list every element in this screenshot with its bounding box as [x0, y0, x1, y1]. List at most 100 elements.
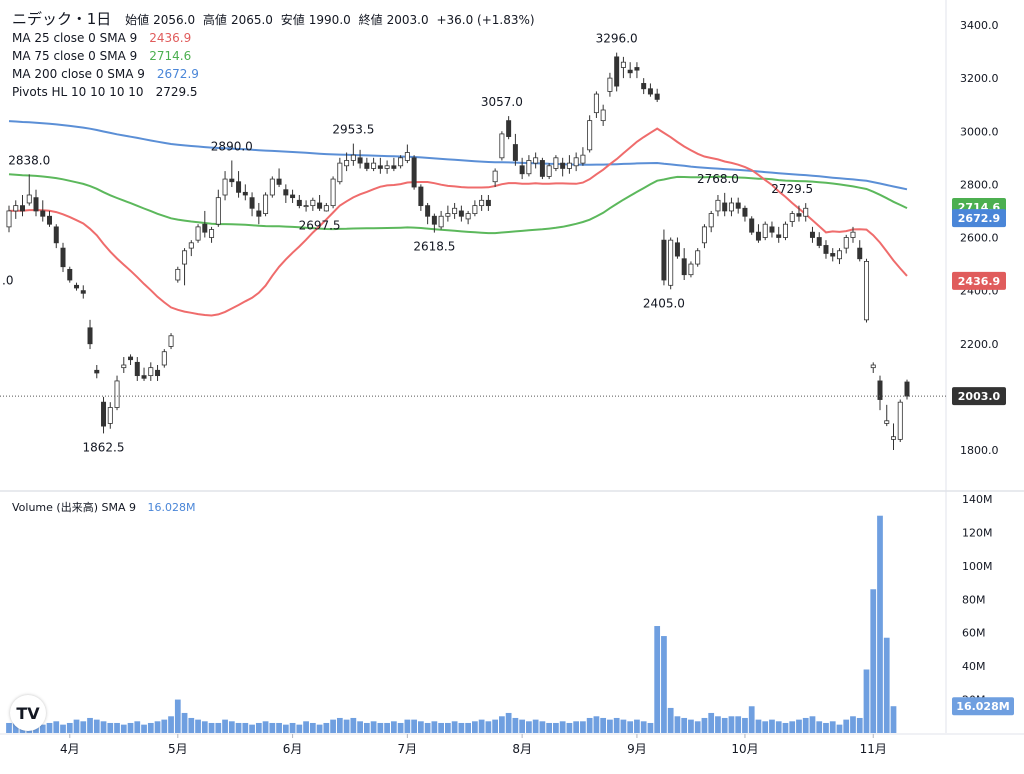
candle	[296, 195, 302, 209]
volume-bar	[674, 716, 681, 733]
volume-bar	[505, 712, 512, 733]
candle	[168, 333, 174, 350]
volume-bar	[856, 717, 863, 733]
volume-bar	[566, 722, 573, 733]
volume-bar	[12, 721, 19, 733]
symbol-title[interactable]: ニデック・1日	[12, 10, 112, 28]
volume-bar	[661, 636, 667, 733]
candle	[492, 168, 498, 188]
candle-body	[749, 218, 755, 233]
volume-bar	[802, 717, 809, 733]
indicator-pivots[interactable]: Pivots HL 10 10 10 10 2729.5	[12, 83, 539, 101]
pivot-labels: 2838.0 .0 1862.5 2890.0 2697.5 2953.5 2618.5 30…	[2, 32, 813, 455]
candle	[641, 78, 647, 95]
candle-body	[458, 210, 464, 217]
volume-bar	[309, 722, 316, 733]
candle-body	[310, 199, 316, 207]
candle-body	[641, 83, 647, 90]
candle-body	[762, 223, 768, 238]
indicator-ma75[interactable]: MA 75 close 0 SMA 9 2714.6	[12, 47, 539, 65]
candle	[283, 184, 289, 203]
candle	[809, 226, 815, 243]
candle	[155, 365, 161, 381]
candle-body	[161, 351, 167, 366]
candle	[526, 155, 532, 177]
volume-bar	[303, 721, 309, 733]
candle-body	[74, 284, 80, 289]
volume-bar	[620, 719, 627, 733]
candle-body	[269, 178, 275, 196]
volume-bar	[877, 515, 883, 733]
candle	[782, 221, 788, 241]
candle-body	[803, 207, 809, 217]
volume-bar	[613, 717, 620, 733]
candle	[857, 240, 863, 262]
indicator-ma25[interactable]: MA 25 close 0 SMA 9 2436.9	[12, 29, 539, 47]
candle	[674, 237, 680, 259]
volume-bar	[53, 721, 60, 733]
volume-axis-badge: 16.028M	[952, 697, 1014, 716]
volume-legend[interactable]: Volume (出来高) SMA 9 16.028M	[12, 499, 195, 515]
candle	[445, 205, 451, 222]
price-badge-bg	[952, 209, 1006, 228]
candle	[128, 354, 134, 365]
candle	[330, 176, 336, 209]
volume-bar	[789, 721, 796, 733]
candle	[357, 149, 363, 169]
price-badge-text: 2003.0	[958, 390, 1001, 403]
candle	[701, 224, 707, 249]
candle	[755, 224, 761, 243]
volume-bar	[411, 719, 417, 733]
volume-value: 16.028M	[147, 501, 196, 514]
candle-body	[843, 237, 849, 249]
candle	[735, 197, 741, 214]
candle	[398, 155, 404, 169]
volume-bar	[782, 722, 789, 733]
volume-badge-bg	[952, 697, 1014, 716]
volume-bar	[816, 721, 823, 733]
candle	[533, 152, 539, 169]
candle-body	[47, 215, 53, 225]
candle-body	[769, 226, 775, 233]
candle	[350, 143, 356, 166]
candle	[310, 197, 316, 211]
candle-body	[796, 213, 802, 217]
candle	[242, 184, 248, 201]
volume-bar	[208, 722, 215, 733]
candle	[215, 189, 221, 227]
month-label: 4月	[60, 742, 80, 756]
candle	[546, 163, 552, 180]
pivot-label: 2890.0	[211, 139, 253, 153]
candle	[202, 210, 208, 238]
volume-bar	[796, 719, 802, 733]
candle	[195, 224, 201, 243]
indicator-label: Pivots HL 10 10 10 10	[12, 85, 144, 99]
candle	[141, 367, 147, 381]
price-tick-label: 3000.0	[960, 125, 999, 138]
candle	[816, 232, 822, 249]
candle-body	[384, 165, 390, 169]
volume-bar	[363, 722, 370, 733]
volume-bar	[539, 721, 546, 733]
candle	[749, 216, 755, 235]
candle	[418, 184, 424, 211]
tradingview-logo-icon[interactable]: TV	[10, 695, 46, 731]
candle	[40, 200, 46, 222]
candle-body	[20, 205, 25, 212]
volume-bar	[742, 717, 748, 733]
change-value: +36.0 (+1.83%)	[436, 13, 535, 27]
candle	[539, 157, 545, 180]
candle	[53, 224, 59, 249]
volume-bar	[870, 589, 877, 733]
open-label: 始値	[125, 13, 150, 27]
candle-body	[215, 197, 221, 225]
candle	[13, 200, 19, 219]
indicator-ma200[interactable]: MA 200 close 0 SMA 9 2672.9	[12, 65, 539, 83]
candle-body	[539, 160, 545, 177]
volume-bar	[168, 716, 174, 733]
candle	[884, 404, 890, 427]
volume-bar	[60, 724, 66, 733]
candle	[175, 266, 181, 283]
price-tick-label: 1800.0	[960, 444, 999, 457]
